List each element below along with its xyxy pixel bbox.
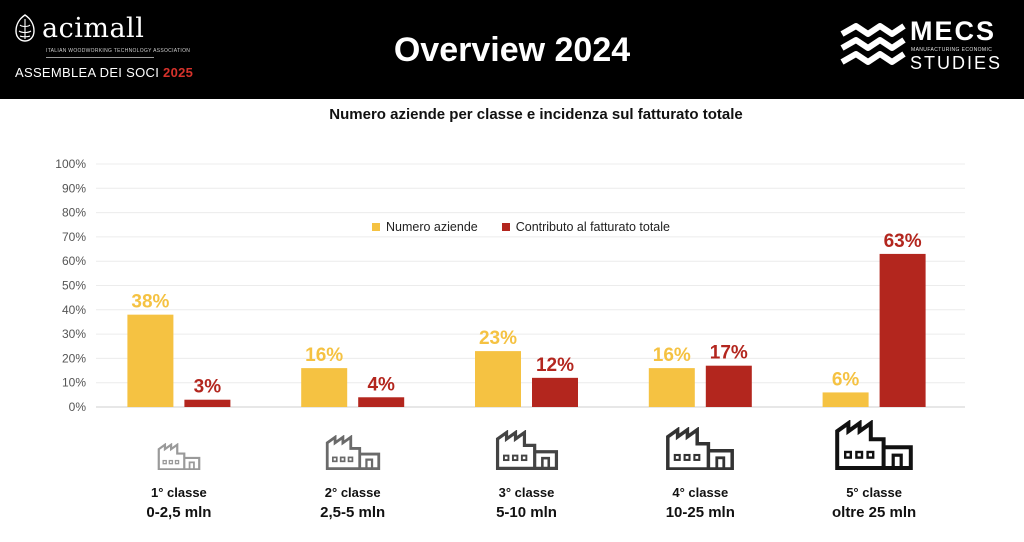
data-label-numero-aziende: 16% — [653, 345, 691, 366]
data-label-contributo: 17% — [710, 343, 748, 364]
page-title: Overview 2024 — [393, 31, 631, 69]
class-label-3: 3° classe 5-10 mln — [457, 484, 597, 524]
class-name: 2° classe — [324, 485, 381, 500]
class-label-4: 4° classe 10-25 mln — [630, 484, 770, 524]
mecs-studies: STUDIES — [910, 53, 1003, 73]
class-name: 3° classe — [498, 485, 555, 500]
factory-icon — [157, 442, 201, 470]
event-year: 2025 — [163, 65, 194, 80]
class-name: 5° classe — [846, 485, 902, 500]
mecs-logo: MECS MANUFACTURING ECONOMIC STUDIES — [838, 16, 1008, 76]
y-tick-label: 90% — [62, 181, 86, 195]
factory-icon — [666, 426, 735, 470]
class-range: 10-25 mln — [665, 504, 735, 521]
bar-numero-aziende — [301, 368, 348, 407]
acimall-tagline: ITALIAN WOODWORKING TECHNOLOGY ASSOCIATI… — [46, 48, 191, 54]
bar-contributo — [184, 399, 231, 407]
chart-title: Numero aziende per classe e incidenza su… — [329, 106, 743, 123]
factory-icon — [495, 430, 558, 470]
bar-numero-aziende — [127, 314, 174, 407]
logo-divider — [46, 57, 154, 58]
bar-numero-aziende — [648, 368, 695, 407]
bar-numero-aziende — [822, 392, 869, 407]
y-tick-label: 50% — [62, 279, 86, 293]
y-tick-label: 40% — [62, 303, 86, 317]
class-range: 0-2,5 mln — [146, 504, 212, 521]
mecs-subtitle: MANUFACTURING ECONOMIC — [911, 47, 993, 53]
bar-contributo — [358, 397, 405, 407]
legend-label-contributo: Contributo al fatturato totale — [515, 220, 670, 234]
data-label-contributo: 63% — [884, 231, 922, 252]
class-range: oltre 25 mln — [831, 504, 917, 521]
class-range: 2,5-5 mln — [320, 504, 386, 521]
class-label-2: 2° classe 2,5-5 mln — [283, 484, 423, 524]
y-tick-label: 80% — [62, 206, 86, 220]
legend-item-numero-aziende: Numero aziende — [372, 220, 478, 234]
class-label-1: 1° classe 0-2,5 mln — [109, 484, 249, 524]
bar-contributo — [879, 253, 926, 407]
data-label-contributo: 12% — [536, 355, 574, 376]
class-name: 4° classe — [672, 485, 729, 500]
data-label-numero-aziende: 23% — [479, 328, 517, 349]
y-tick-label: 70% — [62, 230, 86, 244]
legend-swatch-contributo — [501, 223, 510, 231]
bar-contributo — [532, 377, 578, 407]
bar-numero-aziende — [475, 351, 521, 407]
data-label-numero-aziende: 6% — [832, 369, 860, 390]
class-name: 1° classe — [150, 485, 207, 500]
class-range: 5-10 mln — [496, 504, 557, 521]
event-name: ASSEMBLEA DEI SOCI — [15, 65, 160, 80]
y-tick-label: 0% — [69, 400, 87, 414]
y-tick-label: 20% — [62, 351, 86, 365]
y-tick-label: 60% — [62, 254, 86, 268]
header-bar: acimall ITALIAN WOODWORKING TECHNOLOGY A… — [0, 0, 1024, 99]
y-tick-label: 30% — [62, 327, 86, 341]
data-label-numero-aziende: 16% — [305, 345, 343, 366]
acimall-wordmark: acimall — [42, 12, 145, 44]
y-tick-label: 100% — [55, 157, 86, 171]
data-label-contributo: 3% — [194, 377, 222, 398]
factory-icon — [325, 435, 380, 470]
bar-contributo — [705, 365, 752, 407]
y-tick-label: 10% — [62, 376, 86, 390]
acimall-logo: acimall ITALIAN WOODWORKING TECHNOLOGY A… — [12, 10, 193, 85]
legend-swatch-numero-aziende — [372, 223, 380, 231]
legend-label-numero-aziende: Numero aziende — [386, 220, 478, 234]
event-label: ASSEMBLEA DEI SOCI 2025 — [15, 65, 193, 80]
legend-item-contributo: Contributo al fatturato totale — [501, 220, 670, 234]
data-label-contributo: 4% — [367, 374, 395, 395]
acimall-emblem-icon — [15, 14, 35, 42]
chart-legend: Numero aziende Contributo al fatturato t… — [372, 220, 694, 234]
data-label-numero-aziende: 38% — [131, 292, 169, 313]
mecs-waves-icon — [840, 23, 906, 65]
class-label-5: 5° classe oltre 25 mln — [804, 484, 944, 524]
mecs-wordmark: MECS — [910, 16, 997, 46]
factory-icon — [835, 420, 913, 470]
